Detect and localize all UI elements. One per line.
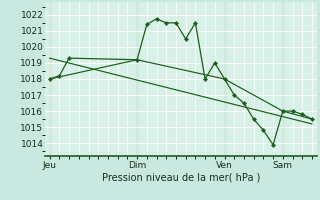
X-axis label: Pression niveau de la mer( hPa ): Pression niveau de la mer( hPa ) <box>102 173 260 183</box>
